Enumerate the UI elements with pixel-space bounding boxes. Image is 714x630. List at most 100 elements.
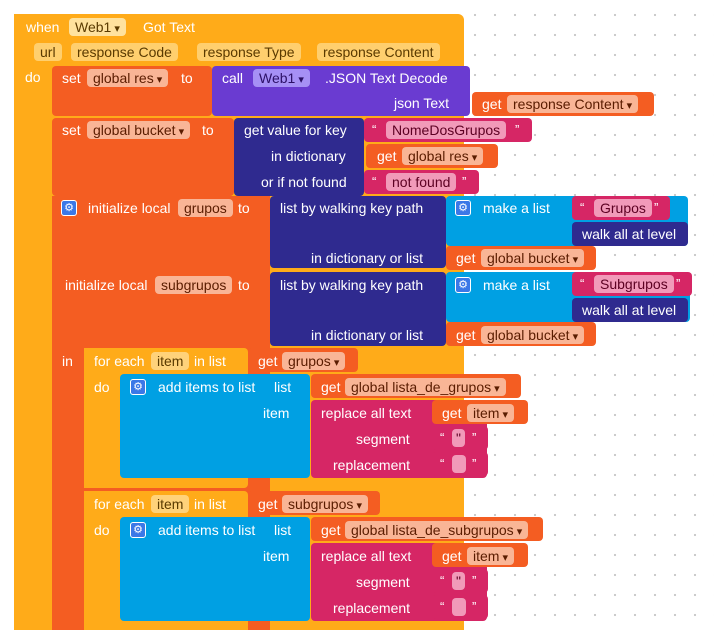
quote-close: ” <box>472 573 477 588</box>
quote-open: “ <box>580 276 585 291</box>
get-label: get <box>321 379 341 395</box>
make-list-label: make a list <box>483 200 550 216</box>
get-label: get <box>482 96 502 112</box>
text-value[interactable]: Grupos <box>594 199 652 217</box>
walk-path-label: list by walking key path <box>280 277 424 293</box>
quote-close: ” <box>515 122 520 137</box>
call-component-dropdown[interactable]: Web1 <box>253 69 310 87</box>
quote-close: ” <box>472 599 477 614</box>
add-items-label: add items to list <box>158 379 256 395</box>
gear-icon[interactable]: ⚙ <box>455 200 471 216</box>
to-label: to <box>238 277 250 293</box>
gear-icon[interactable]: ⚙ <box>455 277 471 293</box>
quote-open: “ <box>440 573 445 588</box>
text-value[interactable]: Subgrupos <box>594 275 674 293</box>
replacement-label: replacement <box>333 600 411 616</box>
text-value[interactable]: " <box>452 429 465 447</box>
quote-open: “ <box>372 174 377 189</box>
loop-var-item[interactable]: item <box>151 352 190 370</box>
add-items-label: add items to list <box>158 522 256 538</box>
json-text-label: json Text <box>394 95 449 111</box>
in-label: in <box>62 353 73 369</box>
text-empty-value[interactable] <box>452 598 466 616</box>
text-value[interactable]: NomeDosGrupos <box>386 121 507 139</box>
walk-all-at-level-block[interactable] <box>572 298 688 322</box>
text-empty-value[interactable] <box>452 455 466 473</box>
get-var-dropdown[interactable]: grupos <box>282 352 346 370</box>
param-url[interactable]: url <box>34 43 62 61</box>
in-list-label: in list <box>194 496 226 512</box>
get-var-dropdown[interactable]: response Content <box>507 95 639 113</box>
param-response-code[interactable]: response Code <box>71 43 178 61</box>
to-label: to <box>202 122 214 138</box>
to-label: to <box>181 70 193 86</box>
add-items-block-subgrupos[interactable] <box>120 517 310 621</box>
var-dropdown-global-res[interactable]: global res <box>87 69 169 87</box>
walk-key-path-block-subgrupos[interactable] <box>270 272 446 346</box>
init-local-label: initialize local <box>88 200 171 216</box>
get-var-dropdown[interactable]: item <box>467 404 515 422</box>
walk-path-label: list by walking key path <box>280 200 424 216</box>
segment-label: segment <box>356 431 410 447</box>
gear-icon[interactable]: ⚙ <box>130 522 146 538</box>
get-label: get <box>377 148 397 164</box>
walk-all-label: walk all at level <box>582 302 677 318</box>
next-block-partial[interactable] <box>84 624 248 630</box>
get-var-dropdown[interactable]: global bucket <box>481 249 585 267</box>
quote-close: ” <box>654 200 659 215</box>
get-var-dropdown[interactable]: global lista_de_subgrupos <box>345 521 529 539</box>
get-var-dropdown[interactable]: global bucket <box>481 326 585 344</box>
get-value-label: get value for key <box>244 122 347 138</box>
get-label: get <box>442 548 462 564</box>
not-found-label: or if not found <box>261 174 347 190</box>
walk-all-at-level-block[interactable] <box>572 222 688 246</box>
list-label: list <box>274 379 292 395</box>
quote-open: “ <box>440 456 445 471</box>
gear-icon[interactable]: ⚙ <box>61 200 77 216</box>
get-label: get <box>258 496 278 512</box>
component-dropdown[interactable]: Web1 <box>69 18 126 36</box>
to-label: to <box>238 200 250 216</box>
quote-close: ” <box>472 430 477 445</box>
do-label: do <box>25 69 41 85</box>
quote-open: “ <box>440 599 445 614</box>
var-dropdown-global-bucket[interactable]: global bucket <box>87 121 191 139</box>
for-each-label: for each <box>94 496 145 512</box>
get-var-dropdown[interactable]: global lista_de_grupos <box>345 378 506 396</box>
make-list-label: make a list <box>483 277 550 293</box>
get-var-dropdown[interactable]: item <box>467 547 515 565</box>
quote-open: “ <box>440 430 445 445</box>
replace-all-label: replace all text <box>321 405 412 421</box>
local-name-subgrupos[interactable]: subgrupos <box>155 276 233 294</box>
param-response-type[interactable]: response Type <box>197 43 301 61</box>
in-list-label: in list <box>194 353 226 369</box>
replace-all-label: replace all text <box>321 548 412 564</box>
init-local-label: initialize local <box>65 277 148 293</box>
param-response-content[interactable]: response Content <box>317 43 440 61</box>
event-name: Got Text <box>143 19 195 35</box>
call-label: call <box>222 70 244 86</box>
text-value[interactable]: " <box>452 572 465 590</box>
get-value-for-key-block[interactable] <box>234 118 364 196</box>
get-label: get <box>442 405 462 421</box>
method-label: .JSON Text Decode <box>325 70 448 86</box>
add-items-block-grupos[interactable] <box>120 374 310 478</box>
set-label: set <box>62 122 81 138</box>
get-label: get <box>321 522 341 538</box>
get-var-dropdown[interactable]: global res <box>402 147 484 165</box>
get-var-dropdown[interactable]: subgrupos <box>282 495 368 513</box>
do-label: do <box>94 522 110 538</box>
in-dictionary-label: in dictionary <box>271 148 346 164</box>
loop-var-item[interactable]: item <box>151 495 190 513</box>
get-label: get <box>258 353 278 369</box>
gear-icon[interactable]: ⚙ <box>130 379 146 395</box>
text-value[interactable]: not found <box>386 173 457 191</box>
local-name-grupos[interactable]: grupos <box>178 199 233 217</box>
quote-close: ” <box>472 456 477 471</box>
get-label: get <box>456 327 476 343</box>
walk-key-path-block-grupos[interactable] <box>270 196 446 268</box>
segment-label: segment <box>356 574 410 590</box>
set-label: set <box>62 70 81 86</box>
quote-close: ” <box>462 174 467 189</box>
list-label: list <box>274 522 292 538</box>
